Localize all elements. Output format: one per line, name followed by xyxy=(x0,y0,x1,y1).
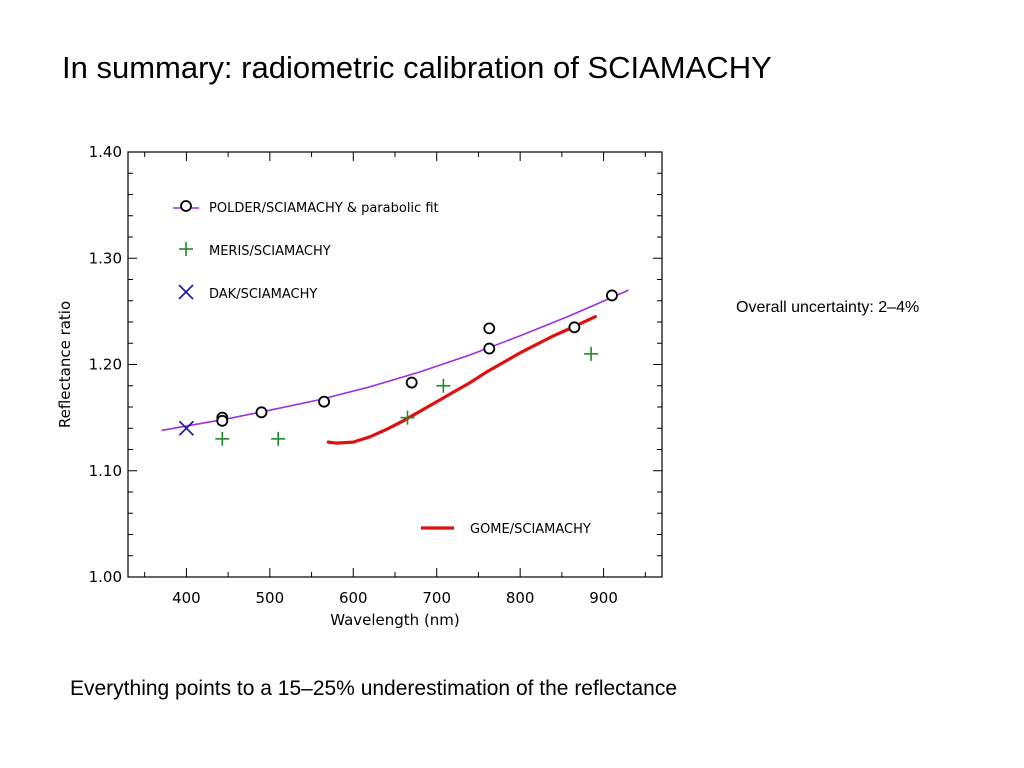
polder-fit-line xyxy=(161,289,629,432)
y-tick-label: 1.10 xyxy=(89,462,122,480)
x-tick-label: 900 xyxy=(589,589,618,607)
meris-point xyxy=(436,378,451,393)
y-tick-label: 1.20 xyxy=(89,356,122,374)
legend: POLDER/SCIAMACHY & parabolic fit MERIS/SC… xyxy=(173,200,591,537)
y-tick-label: 1.40 xyxy=(89,143,122,161)
y-tick-label: 1.30 xyxy=(89,249,122,267)
y-tick-label: 1.00 xyxy=(89,568,122,586)
meris-point xyxy=(271,431,286,446)
x-axis-label: Wavelength (nm) xyxy=(330,611,460,629)
dak-point xyxy=(178,420,194,436)
axis-ticks xyxy=(128,151,662,578)
polder-point xyxy=(216,414,229,427)
polder-point xyxy=(405,376,418,389)
polder-point xyxy=(483,342,496,355)
axis-labels: 400 500 600 700 800 900 1.00 1.10 1.20 1.30 1.40 Wa… xyxy=(56,143,618,629)
x-tick-label: 800 xyxy=(506,589,535,607)
polder-point xyxy=(606,289,618,302)
polder-point xyxy=(255,406,268,419)
x-tick-label: 700 xyxy=(422,589,451,607)
legend-dak-marker-b xyxy=(178,284,194,300)
meris-point xyxy=(215,431,230,446)
data-layer xyxy=(161,289,629,446)
polder-point xyxy=(318,395,330,408)
y-axis-label: Reflectance ratio xyxy=(56,301,74,428)
legend-meris-marker xyxy=(179,242,193,256)
legend-label: POLDER/SCIAMACHY & parabolic fit xyxy=(209,201,439,216)
legend-label: GOME/SCIAMACHY xyxy=(470,522,591,537)
polder-point xyxy=(483,322,496,335)
dak-point-b xyxy=(178,420,194,436)
legend-label: MERIS/SCIAMACHY xyxy=(209,244,331,259)
legend-polder-marker xyxy=(180,200,192,212)
x-tick-label: 600 xyxy=(339,589,368,607)
gome-sciamachy-line xyxy=(326,315,597,445)
uncertainty-note: Overall uncertainty: 2–4% xyxy=(736,299,920,316)
summary-footer: Everything points to a 15–25% underestim… xyxy=(70,677,678,700)
x-tick-label: 500 xyxy=(256,589,285,607)
legend-label: DAK/SCIAMACHY xyxy=(209,287,317,302)
x-tick-label: 400 xyxy=(172,589,201,607)
meris-point xyxy=(584,346,599,361)
slide-title: In summary: radiometric calibration of S… xyxy=(62,50,772,85)
polder-point xyxy=(568,321,581,334)
meris-point xyxy=(400,410,415,425)
legend-dak-marker xyxy=(178,284,194,300)
